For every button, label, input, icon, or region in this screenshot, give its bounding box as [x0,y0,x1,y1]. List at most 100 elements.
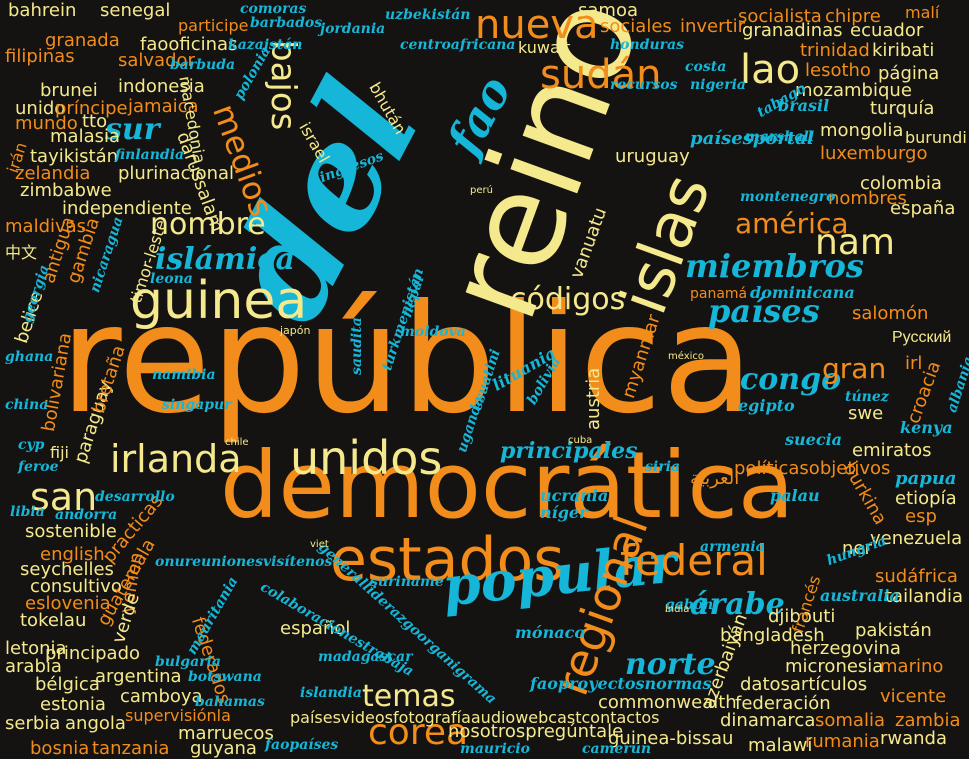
word-mali: malí [905,3,940,22]
word-burundi: burundi [905,128,967,147]
word-estonia: estonia [40,694,106,715]
word-politicasobjetivos: políticasobjetivos [734,458,891,479]
word-democratica: democrática [220,432,795,539]
word-esp: esp [905,506,937,527]
word-socialista: socialista [738,6,822,27]
word-principe: príncipe [55,98,128,119]
word-nam: nam [815,222,895,263]
word-cyp: cyp [18,437,45,453]
word-singapur: singapur [162,397,232,413]
word-guyana: guyana [190,738,257,759]
word-rwanda: rwanda [880,728,948,749]
word-lesotho: lesotho [805,60,871,81]
word-unido: unido [15,98,66,119]
word-mexico: méxico [668,351,705,362]
word-america: américa [735,207,849,240]
word-marshall: marshall [745,129,815,145]
word-etiopia: etiopía [895,488,957,509]
word-republica: república [60,273,754,447]
word-marruecos: marruecos [178,723,274,744]
word-dinamarca: dinamarca [720,710,816,731]
word-marino: marino [880,656,944,677]
word-india: india [665,604,690,615]
word-sociales: sociales [600,16,672,37]
word-russian: Русский [892,329,952,346]
word-lao: lao [740,47,801,93]
word-jordania: jordania [320,21,386,37]
word-montenegro: montenegro [740,189,836,205]
word-somalia: somalia [815,710,885,731]
word-espanol: español [280,618,351,639]
word-pagina: página [878,63,940,84]
word-indonesia: indonesia [118,76,205,97]
word-feroe: feroe [18,459,59,475]
word-herzegovina: herzegovina [790,638,901,659]
word-principado: principado [45,643,141,664]
word-andorra: andorra [55,507,118,523]
word-invertir: invertir [680,16,745,37]
word-colombia: colombia [860,173,942,194]
word-nueva: nueva [475,2,599,48]
word-chipre: chipre [825,6,881,27]
word-serbia: serbia [5,713,61,734]
word-brunei: brunei [40,80,98,101]
word-chinese: 中文 [5,243,38,262]
word-commonwealth: commonwealth [598,692,737,713]
word-uzbekistan: uzbekistán [385,7,471,23]
word-japon: japón [280,324,311,337]
word-pakistan: pakistán [855,620,932,641]
word-temas: temas [362,679,456,714]
word-paisesportal: paísesportal [690,128,814,149]
word-saudita: saudita [349,317,365,375]
word-turquia: turquía [870,98,935,119]
word-eslovenia: eslovenia [25,593,111,614]
word-zimbabwe: zimbabwe [20,180,112,201]
word-arabia: arabia [5,656,62,677]
word-faoproyectosnormas: faoproyectosnormas [530,674,712,693]
word-mauricio: mauricio [460,741,530,757]
word-trinidad: trinidad [800,40,870,61]
word-english: english [40,544,105,565]
word-camboya: camboya [120,686,203,707]
word-granada: granada [45,30,120,51]
word-vicente: vicente [880,686,947,707]
word-niger: níger [540,503,588,522]
word-fiji: fiji [50,443,69,462]
word-sur: sur [105,112,160,147]
word-botswana: botswana [188,669,262,685]
word-kuwait: kuwait [518,38,571,57]
word-paisesvideos: paísesvideosfotografíaaudiowebcastcontac… [290,708,660,727]
word-congo: congo [740,362,842,397]
word-madagascar: madagascar [318,649,413,665]
word-dominicana: dominicana [750,283,855,302]
word-swe: swe [848,403,884,424]
word-recursos: recursos [610,77,678,93]
word-palau: palau [770,486,820,505]
word-barbados: barbados [250,15,323,31]
word-angola: angola [65,713,126,734]
word-mozambique: mozambique [795,80,912,101]
word-codigos: códigos [510,282,626,317]
word-panama: panamá [690,286,748,302]
word-irlanda: irlanda [110,437,242,481]
word-bangladesh: bangladesh [720,625,825,646]
word-suecia: suecia [785,430,843,449]
word-tokelau: tokelau [20,610,87,631]
word-ner: ner [842,538,872,559]
word-paises: países [708,292,820,330]
word-estados: estados [330,525,565,595]
word-ghana: ghana [5,349,54,365]
word-belgica: bélgica [35,674,100,695]
word-tanzania: tanzania [92,738,170,759]
word-argentina: argentina [95,666,182,687]
word-islandia: islandia [300,685,362,701]
word-nosotrospreguntale: nosotrospregúntale [448,721,624,742]
word-sudafrica: sudáfrica [875,566,958,587]
word-tailandia: tailandia [885,586,963,607]
word-norte: norte [625,647,716,682]
word-corea: corea [368,712,469,753]
word-ucrania: ucrania [540,486,609,505]
word-zelandia: zelandia [15,163,91,184]
word-barbuda: barbuda [170,57,236,73]
word-tayikistan: tayikistán [30,146,119,167]
